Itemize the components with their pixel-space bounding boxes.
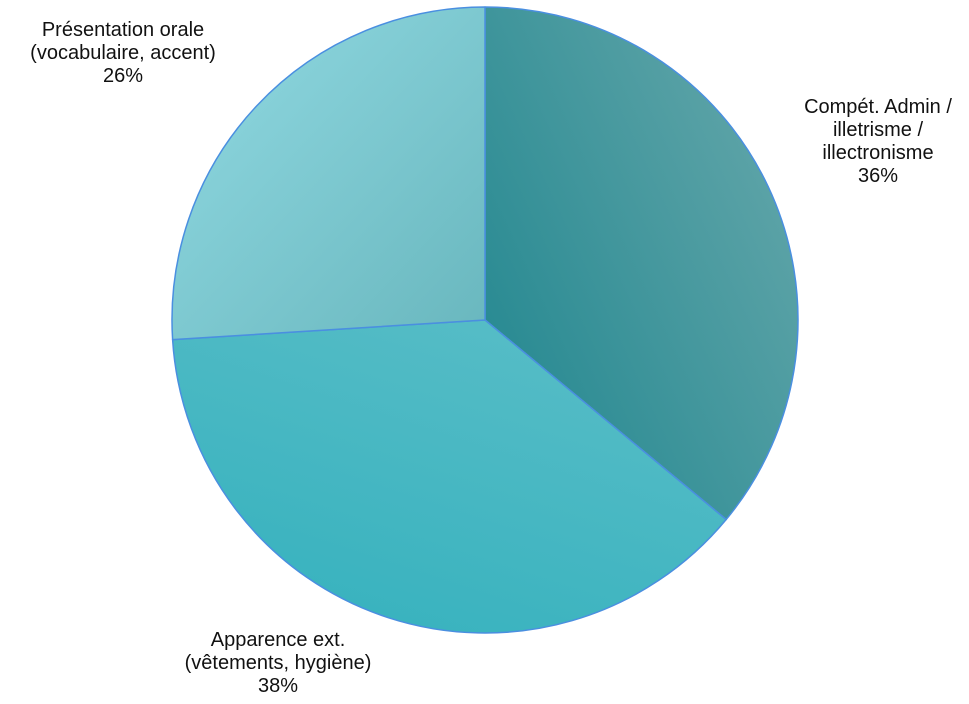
slice-label-admin-line-1: Compét. Admin /	[804, 96, 952, 118]
slice-label-admin-line-2: illetrisme /	[832, 119, 923, 141]
slice-label-apparence-line-2: (vêtements, hygiène)	[184, 652, 372, 674]
slice-label-presentation-line-2: (vocabulaire, accent)	[30, 42, 216, 64]
pie-slice-presentation	[171, 6, 486, 341]
slice-label-apparence-value: 38%	[257, 675, 299, 697]
slice-label-presentation-line-1: Présentation orale	[41, 19, 205, 41]
slice-label-admin: Compét. Admin / illetrisme / illectronis…	[804, 96, 952, 188]
slice-label-presentation: Présentation orale (vocabulaire, accent)…	[30, 19, 216, 88]
slice-label-apparence: Apparence ext. (vêtements, hygiène) 38%	[185, 629, 372, 698]
pie-slice-admin	[484, 6, 799, 521]
slice-label-admin-value: 36%	[857, 165, 899, 187]
slice-label-apparence-line-1: Apparence ext.	[210, 629, 346, 651]
slice-label-presentation-value: 26%	[102, 65, 144, 87]
slice-label-admin-line-3: illectronisme	[822, 142, 934, 164]
pie-slice-apparence	[171, 319, 727, 634]
